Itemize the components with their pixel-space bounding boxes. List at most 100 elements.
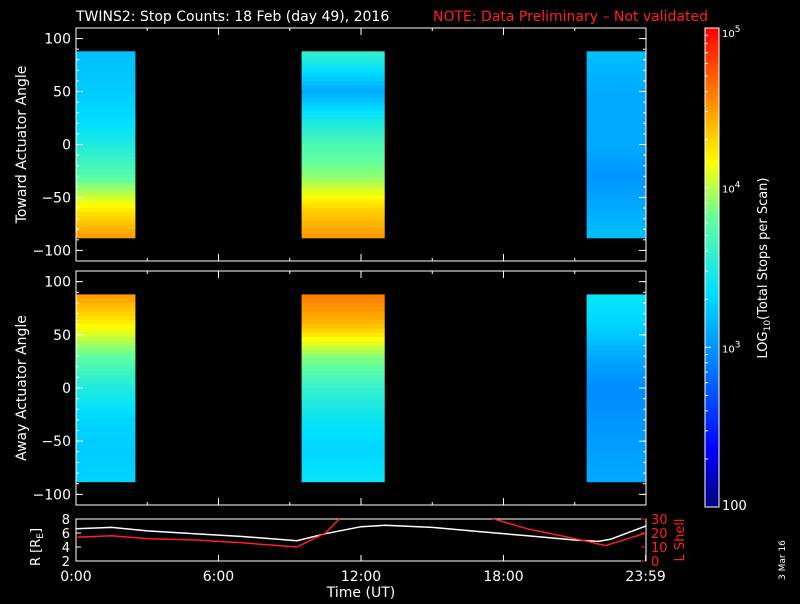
heatmap-cell bbox=[586, 102, 646, 107]
heatmap-cell bbox=[301, 165, 385, 171]
heatmap-cell bbox=[586, 229, 646, 235]
heatmap-cell bbox=[301, 68, 385, 74]
heatmap-cell bbox=[586, 345, 646, 351]
y-tick-label: 100 bbox=[44, 32, 71, 48]
heatmap-cell bbox=[76, 195, 136, 201]
heatmap-cell bbox=[76, 97, 136, 103]
heatmap-cell bbox=[76, 434, 136, 440]
heatmap-cell bbox=[586, 370, 646, 376]
heatmap-cell bbox=[586, 434, 646, 440]
x-tick-label: 0:00 bbox=[60, 569, 91, 585]
heatmap-cell bbox=[301, 341, 385, 347]
heatmap-cell bbox=[301, 195, 385, 201]
heatmap-cell bbox=[301, 182, 385, 188]
heatmap-cell bbox=[586, 302, 646, 308]
heatmap-cell bbox=[76, 409, 136, 415]
y-axis-label: Away Actuator Angle bbox=[14, 315, 30, 461]
heatmap-cell bbox=[76, 119, 136, 124]
x-tick-label: 18:00 bbox=[483, 569, 523, 585]
heatmap-cell bbox=[301, 106, 385, 112]
heatmap-cell bbox=[76, 152, 136, 158]
y-tick-label: −100 bbox=[33, 487, 71, 503]
heatmap-cell bbox=[301, 157, 385, 163]
heatmap-cell bbox=[586, 396, 646, 402]
heatmap-cell bbox=[76, 148, 136, 154]
heatmap-cell bbox=[301, 456, 385, 461]
heatmap-cell bbox=[76, 464, 136, 470]
heatmap-cell bbox=[76, 229, 136, 235]
heatmap-cell bbox=[586, 106, 646, 112]
heatmap-cell bbox=[76, 477, 136, 483]
heatmap-cell bbox=[586, 430, 646, 436]
scan-block-3 bbox=[586, 294, 646, 483]
colorbar-tick-label: 103 bbox=[722, 340, 740, 355]
heatmap-cell bbox=[76, 388, 136, 393]
heatmap-cell bbox=[586, 110, 646, 116]
heatmap-cell bbox=[301, 294, 385, 300]
heatmap-cell bbox=[586, 324, 646, 330]
heatmap-cell bbox=[76, 144, 136, 150]
heatmap-cell bbox=[76, 203, 136, 209]
right-y-tick-label: 30 bbox=[651, 513, 668, 528]
heatmap-cell bbox=[586, 341, 646, 347]
heatmap-cell bbox=[586, 349, 646, 355]
heatmap-cell bbox=[301, 311, 385, 317]
x-tick-label: 23:59 bbox=[625, 569, 665, 585]
heatmap-cell bbox=[586, 152, 646, 158]
heatmap-cell bbox=[76, 169, 136, 175]
heatmap-cell bbox=[76, 220, 136, 226]
heatmap-cell bbox=[586, 328, 646, 334]
left-y-tick-label: 6 bbox=[62, 527, 70, 542]
heatmap-cell bbox=[301, 443, 385, 449]
heatmap-cell bbox=[586, 148, 646, 154]
heatmap-cell bbox=[301, 430, 385, 436]
heatmap-cell bbox=[586, 76, 646, 82]
heatmap-cell bbox=[76, 224, 136, 230]
heatmap-cell bbox=[301, 114, 385, 120]
heatmap-cell bbox=[586, 353, 646, 359]
heatmap-cell bbox=[301, 413, 385, 419]
heatmap-cell bbox=[76, 208, 136, 213]
heatmap-cell bbox=[76, 468, 136, 474]
figure-title: TWINS2: Stop Counts: 18 Feb (day 49), 20… bbox=[75, 9, 389, 25]
heatmap-cell bbox=[76, 85, 136, 91]
heatmap-cell bbox=[301, 315, 385, 321]
heatmap-cell bbox=[301, 345, 385, 351]
heatmap-cell bbox=[76, 106, 136, 112]
heatmap-cell bbox=[76, 379, 136, 385]
y-tick-label: 100 bbox=[44, 275, 71, 291]
heatmap-cell bbox=[76, 439, 136, 444]
heatmap-cell bbox=[76, 413, 136, 419]
away-angle-heatmap-panel: 100 50 0 −50 −100 Away Actuator Angle bbox=[14, 270, 647, 506]
heatmap-cell bbox=[301, 72, 385, 78]
heatmap-cell bbox=[301, 409, 385, 415]
heatmap-cell bbox=[76, 396, 136, 402]
heatmap-cell bbox=[586, 72, 646, 78]
heatmap-cell bbox=[76, 451, 136, 457]
heatmap-cell bbox=[76, 191, 136, 196]
scan-block-3 bbox=[586, 51, 646, 239]
heatmap-cell bbox=[586, 460, 646, 466]
scan-block-1 bbox=[76, 51, 136, 239]
heatmap-cell bbox=[301, 298, 385, 304]
heatmap-cell bbox=[586, 315, 646, 321]
heatmap-cell bbox=[301, 362, 385, 368]
y-tick-label: 0 bbox=[62, 381, 71, 397]
heatmap-cell bbox=[301, 358, 385, 364]
heatmap-cell bbox=[586, 417, 646, 423]
line-panel-frame bbox=[75, 518, 647, 562]
heatmap-cell bbox=[301, 152, 385, 158]
heatmap-cell bbox=[301, 178, 385, 184]
heatmap-cell bbox=[301, 131, 385, 137]
heatmap-cell bbox=[301, 473, 385, 478]
heatmap-cell bbox=[586, 224, 646, 230]
right-y-axis-label: L Shell bbox=[673, 518, 688, 561]
heatmap-cell bbox=[301, 76, 385, 82]
x-tick-label: 12:00 bbox=[341, 569, 381, 585]
heatmap-cell bbox=[76, 76, 136, 82]
heatmap-cell bbox=[76, 186, 136, 192]
colorbar: 105 104 103 100 LOG10(Total Stops per Scan) bbox=[704, 25, 773, 514]
heatmap-cell bbox=[301, 148, 385, 154]
heatmap-cell bbox=[301, 324, 385, 330]
heatmap-cell bbox=[301, 439, 385, 444]
